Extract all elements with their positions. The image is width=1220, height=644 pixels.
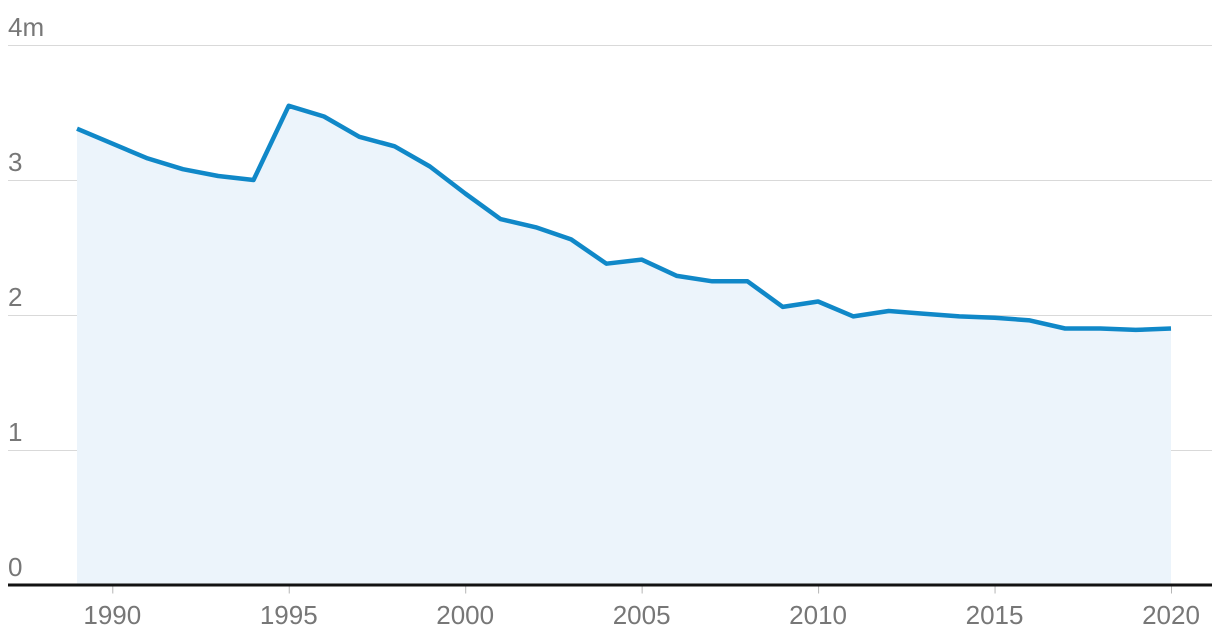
trend-line-group <box>76 103 1172 333</box>
y-axis-label: 3 <box>8 147 22 177</box>
x-axis-label: 2000 <box>436 600 494 630</box>
x-axis-label: 1990 <box>83 600 141 630</box>
x-axis-label: 2010 <box>789 600 847 630</box>
x-axis-label: 2015 <box>966 600 1024 630</box>
y-axis-label: 2 <box>8 282 22 312</box>
trend-line <box>76 103 1172 333</box>
x-axis-label: 1995 <box>260 600 318 630</box>
x-axis-line <box>8 583 1212 587</box>
area-fill <box>77 105 1171 585</box>
x-axis-label: 2020 <box>1142 600 1200 630</box>
y-axis-label: 0 <box>8 552 22 582</box>
y-axis-label: 1 <box>8 417 22 447</box>
area-fill-group <box>77 105 1171 585</box>
y-axis-labels: 0 1 2 3 4m <box>8 12 44 582</box>
x-axis-label: 2005 <box>613 600 671 630</box>
x-axis-labels: 1990 1995 2000 2005 2010 2015 2020 <box>83 600 1200 630</box>
y-axis-label: 4m <box>8 12 44 42</box>
x-axis-group <box>8 583 1212 594</box>
